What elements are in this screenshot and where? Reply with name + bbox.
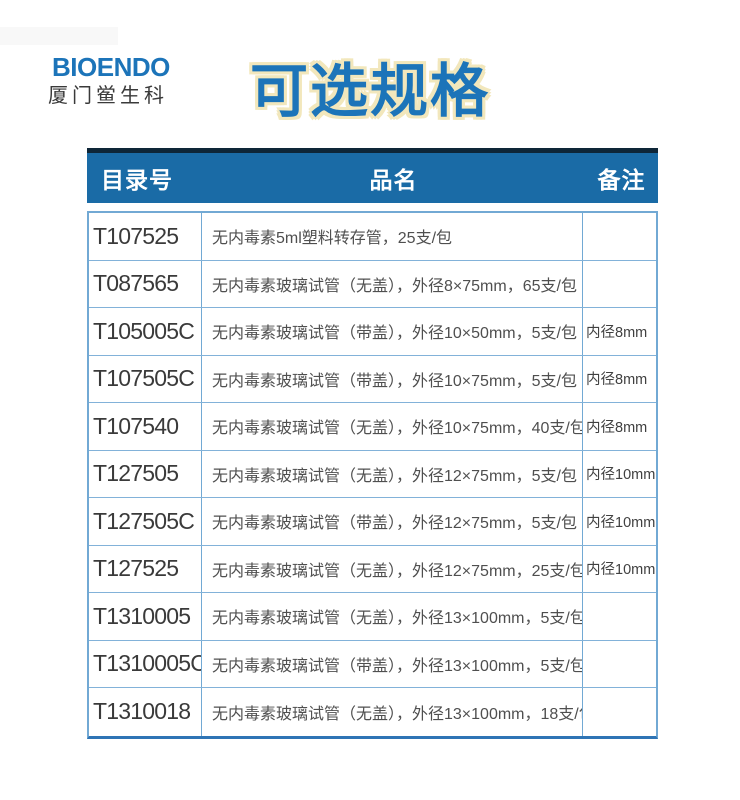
product-name: 无内毒素玻璃试管（带盖），外径12×75mm，5支/包 [202,498,583,545]
product-name: 无内毒素玻璃试管（带盖），外径10×75mm，5支/包 [202,355,583,402]
table-row: T127505C 无内毒素玻璃试管（带盖），外径12×75mm，5支/包 内径1… [89,498,656,546]
table-row: T127525 无内毒素玻璃试管（无盖），外径12×75mm，25支/包 内径1… [89,545,656,593]
catalog-number: T107540 [89,403,202,450]
table-row: T1310018 无内毒素玻璃试管（无盖），外径13×100mm，18支/包 [89,688,656,736]
catalog-number: T127525 [89,545,202,592]
remark [583,688,656,736]
product-name: 无内毒素玻璃试管（带盖），外径10×50mm，5支/包 [202,308,583,355]
product-name: 无内毒素5ml塑料转存管，25支/包 [202,213,583,260]
remark [583,593,656,640]
company-logo: BIOENDO 厦门鲎生科 [48,54,228,106]
remark [583,261,656,308]
product-name: 无内毒素玻璃试管（无盖），外径13×100mm，18支/包 [202,688,583,736]
product-name: 无内毒素玻璃试管（无盖），外径13×100mm，5支/包 [202,593,583,640]
brand-subtitle: 厦门鲎生科 [48,85,168,107]
catalog-number: T105005C [89,308,202,355]
catalog-number: T127505 [89,450,202,497]
spec-table: 目录号 品名 备注 T107525 无内毒素5ml塑料转存管，25支/包 T08… [87,148,658,739]
catalog-number: T107505C [89,355,202,402]
header-catalog-number: 目录号 [101,167,173,193]
table-row: T087565 无内毒素玻璃试管（无盖），外径8×75mm，65支/包 [89,260,656,308]
remark: 内径10mm [586,562,656,579]
faint-top-bar [0,27,118,45]
table-row: T1310005C 无内毒素玻璃试管（带盖），外径13×100mm，5支/包 [89,640,656,688]
table-row: T107540 无内毒素玻璃试管（无盖），外径10×75mm，40支/包 内径8… [89,403,656,451]
table-row: T1310005 无内毒素玻璃试管（无盖），外径13×100mm，5支/包 [89,593,656,641]
table-row: T105005C 无内毒素玻璃试管（带盖），外径10×50mm，5支/包 内径8… [89,308,656,356]
product-name: 无内毒素玻璃试管（无盖），外径8×75mm，65支/包 [202,260,583,307]
remark [583,213,656,260]
product-name: 无内毒素玻璃试管（无盖），外径12×75mm，25支/包 [202,545,583,592]
header-product-name: 品名 [369,167,418,193]
table-row: T107525 无内毒素5ml塑料转存管，25支/包 [89,213,656,261]
product-name: 无内毒素玻璃试管（带盖），外径13×100mm，5支/包 [202,640,583,687]
remark: 内径10mm [586,467,656,484]
catalog-number: T1310005 [89,593,202,640]
catalog-number: T127505C [89,498,202,545]
table-row: T107505C 无内毒素玻璃试管（带盖），外径10×75mm，5支/包 内径8… [89,355,656,403]
remark: 内径8mm [586,372,648,389]
page-title: 可选规格 [249,59,490,124]
catalog-number: T1310018 [89,688,202,736]
table-row: T127505 无内毒素玻璃试管（无盖），外径12×75mm，5支/包 内径10… [89,450,656,498]
product-name: 无内毒素玻璃试管（无盖），外径12×75mm，5支/包 [202,450,583,497]
remark [583,641,656,688]
table-body: T107525 无内毒素5ml塑料转存管，25支/包 T087565 无内毒素玻… [87,211,658,739]
brand-name: BIOENDO [52,52,170,82]
catalog-number: T087565 [89,260,202,307]
header-remark: 备注 [597,167,646,193]
remark: 内径8mm [586,419,648,436]
table-header-row: 目录号 品名 备注 [87,148,658,203]
product-name: 无内毒素玻璃试管（无盖），外径10×75mm，40支/包 [202,403,583,450]
catalog-number: T1310005C [89,640,202,687]
remark: 内径8mm [586,324,648,341]
catalog-number: T107525 [89,213,202,260]
remark: 内径10mm [586,514,656,531]
